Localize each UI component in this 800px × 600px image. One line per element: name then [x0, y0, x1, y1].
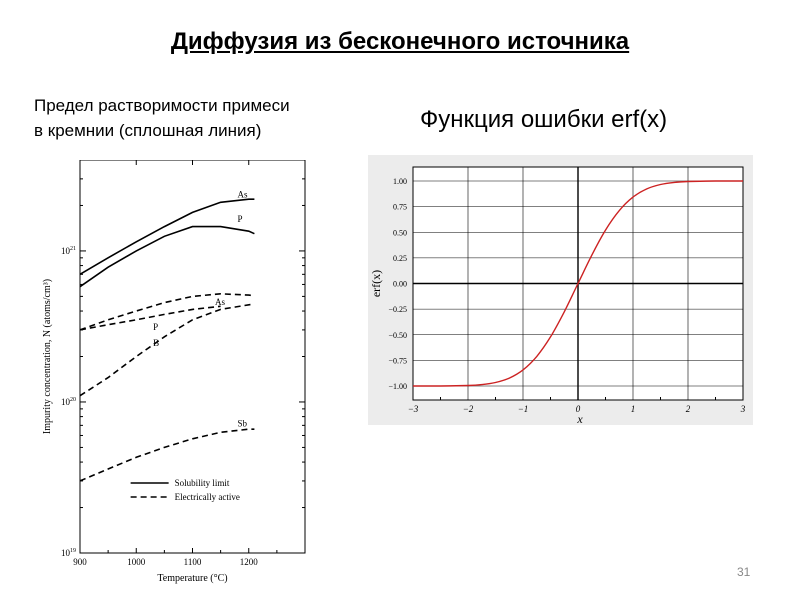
page-number: 31	[737, 565, 751, 579]
x-tick-label: 1200	[240, 557, 259, 567]
x-tick-label: 3	[740, 404, 746, 414]
y-tick-label: 1019	[61, 548, 76, 558]
y-tick-label: 0.50	[393, 228, 407, 237]
erf-chart: −3 −2 −1 0 1 2 3 1.00 0.75 0.50 0.25 0.00 −0.25 −0.50…	[368, 155, 753, 425]
legend-dashed-label: Electrically active	[175, 492, 240, 502]
x-tick-label: −3	[408, 404, 419, 414]
y-tick-label: 0.00	[393, 280, 407, 289]
y-tick-label: −1.00	[388, 382, 407, 391]
y-tick-label: 0.75	[393, 203, 407, 212]
y-tick-label: 1021	[61, 246, 76, 256]
x-tick-label: 900	[73, 557, 87, 567]
x-axis-label: x	[576, 412, 583, 425]
series-label-p-solid: P	[238, 214, 243, 224]
solubility-caption-line1: Предел растворимости примеси	[34, 96, 290, 115]
series-line-as-dashed	[79, 292, 255, 331]
y-tick-label: 1020	[61, 397, 76, 407]
y-tick-label: 1.00	[393, 177, 407, 186]
series-label-p-dashed: P	[153, 322, 158, 332]
x-tick-label: 0	[576, 404, 581, 414]
x-tick-label: −1	[518, 404, 529, 414]
y-tick-label: 0.25	[393, 254, 407, 263]
x-tick-label: −2	[463, 404, 474, 414]
series-line-as-solid	[79, 198, 255, 275]
x-tick-label: 1	[631, 404, 636, 414]
y-axis-label: erf(x)	[369, 270, 383, 297]
legend-solid-label: Solubility limit	[175, 478, 230, 488]
x-tick-label: 1100	[184, 557, 202, 567]
series-line-p-solid	[79, 225, 255, 288]
y-tick-label: −0.75	[388, 356, 407, 365]
slide-title: Диффузия из бесконечного источника	[170, 28, 630, 55]
solubility-caption-line2: в кремнии (сплошная линия)	[34, 121, 262, 140]
erf-curve	[413, 180, 743, 387]
y-tick-label: −0.50	[388, 331, 407, 340]
y-axis-label: Impurity concentration, N (atoms/cm³)	[42, 279, 53, 434]
x-axis-label: Temperature (°C)	[157, 573, 227, 584]
x-tick-label: 1000	[127, 557, 146, 567]
series-label-sb-dashed: Sb	[238, 418, 248, 428]
y-tick-label: −0.25	[388, 305, 407, 314]
series-line-b-dashed	[79, 303, 255, 397]
series-label-b-dashed: B	[153, 338, 159, 348]
solubility-caption: Предел растворимости примеси в кремнии (…	[34, 93, 290, 143]
series-line-sb-dashed	[79, 428, 255, 482]
series-line-p-dashed	[79, 305, 221, 331]
series-label-as-dashed: As	[215, 297, 225, 307]
solubility-chart: 900 1000 1100 1200 1019 1020 1021 Temperature (…	[42, 160, 306, 584]
x-tick-label: 2	[686, 404, 691, 414]
erf-caption: Функция ошибки erf(x)	[420, 106, 668, 133]
series-label-as-solid: As	[238, 190, 248, 200]
